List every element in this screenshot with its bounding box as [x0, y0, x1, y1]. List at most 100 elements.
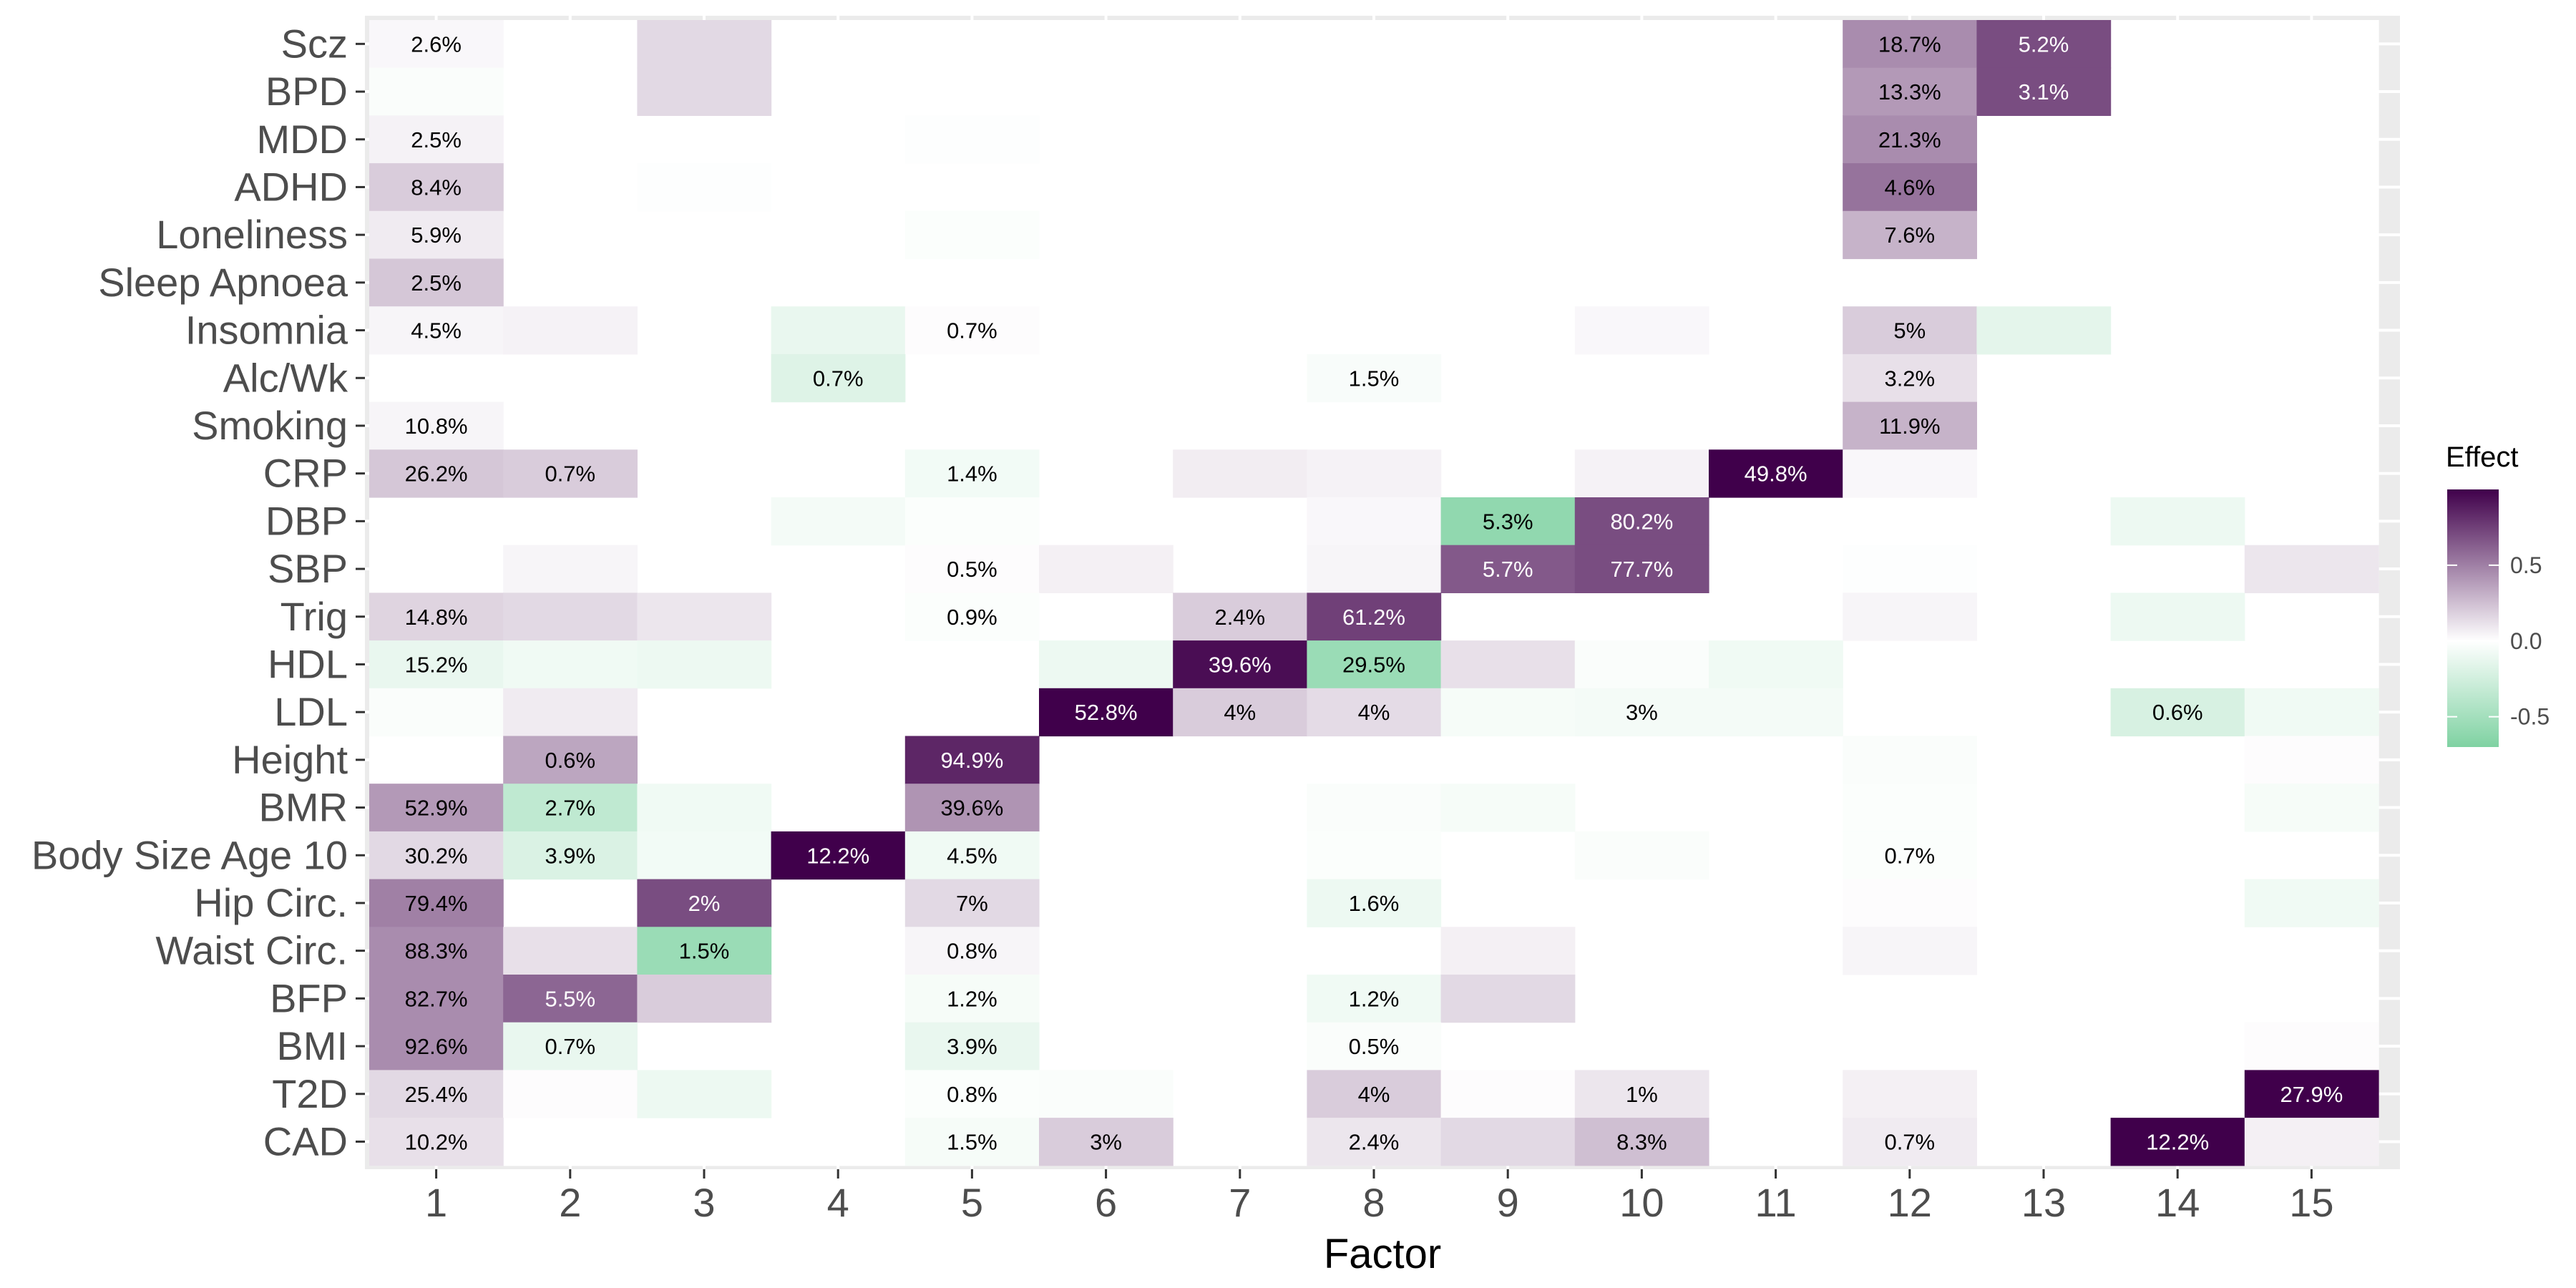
y-tick-label: BMI: [276, 1023, 348, 1068]
cell-value-label: 0.7%: [1884, 1129, 1935, 1154]
cell-value-label: 0.8%: [947, 1082, 997, 1107]
heatmap-empty-cell: [1976, 545, 2112, 593]
cell-value-label: 7%: [956, 891, 988, 916]
x-tick-label: 10: [1619, 1180, 1664, 1225]
heatmap-empty-cell: [637, 306, 772, 355]
heatmap-cell: [1440, 545, 1576, 593]
heatmap-empty-cell: [2110, 210, 2245, 260]
heatmap-empty-cell: [1307, 927, 1442, 975]
heatmap-empty-cell: [904, 258, 1040, 307]
y-tick-label: Hip Circ.: [194, 880, 348, 925]
x-tick-label: 4: [827, 1180, 849, 1225]
cell-value-label: 1.2%: [947, 986, 997, 1011]
heatmap-empty-cell: [1039, 879, 1174, 927]
heatmap-cell: [1307, 592, 1442, 641]
heatmap-empty-cell: [1039, 497, 1174, 546]
x-tick-label: 3: [693, 1180, 715, 1225]
heatmap-cell: [2110, 497, 2245, 546]
y-tick-label: Height: [232, 737, 348, 782]
heatmap-empty-cell: [904, 688, 1040, 737]
heatmap-cell: [1843, 401, 1977, 450]
cell-value-label: 2%: [688, 891, 721, 916]
heatmap-empty-cell: [1976, 784, 2112, 832]
heatmap-empty-cell: [904, 640, 1040, 689]
heatmap-empty-cell: [1709, 163, 1843, 212]
heatmap-cell: [1574, 449, 1709, 498]
heatmap-cell: [369, 67, 504, 116]
heatmap-empty-cell: [1307, 210, 1442, 260]
heatmap-empty-cell: [1440, 67, 1576, 116]
heatmap-cell: [1843, 1070, 1977, 1118]
heatmap-empty-cell: [2110, 1070, 2245, 1118]
heatmap-empty-cell: [2110, 20, 2245, 69]
y-tick-label: HDL: [268, 641, 348, 686]
heatmap-cell: [1843, 879, 1977, 927]
cell-value-label: 3.1%: [2019, 79, 2069, 104]
heatmap-empty-cell: [771, 640, 906, 689]
heatmap-empty-cell: [1709, 20, 1843, 69]
heatmap-empty-cell: [1173, 210, 1307, 260]
heatmap-empty-cell: [1440, 353, 1576, 403]
heatmap-cell: [1307, 1070, 1442, 1118]
heatmap-cell: [503, 1070, 638, 1118]
heatmap-empty-cell: [1440, 210, 1576, 260]
heatmap-empty-cell: [1039, 163, 1174, 212]
heatmap-cell: [2244, 784, 2379, 832]
cell-value-label: 18.7%: [1878, 31, 1941, 57]
heatmap-empty-cell: [2110, 545, 2245, 593]
x-axis-title: Factor: [1324, 1231, 1441, 1277]
heatmap-cell: [1574, 497, 1709, 546]
heatmap-empty-cell: [503, 20, 638, 69]
heatmap-empty-cell: [1440, 306, 1576, 355]
heatmap-cell: [369, 20, 504, 69]
cell-value-label: 4.5%: [411, 318, 462, 343]
cell-value-label: 30.2%: [405, 843, 468, 868]
heatmap-cell: [1440, 1118, 1576, 1166]
cell-value-label: 8.4%: [411, 175, 462, 200]
cell-value-label: 4.5%: [947, 843, 997, 868]
heatmap-cell: [904, 1022, 1040, 1070]
cell-value-label: 1.5%: [947, 1129, 997, 1154]
heatmap-cell: [503, 640, 638, 689]
heatmap-empty-cell: [1307, 258, 1442, 307]
heatmap-empty-cell: [1976, 401, 2112, 450]
heatmap-empty-cell: [1173, 497, 1307, 546]
heatmap-empty-cell: [1976, 353, 2112, 403]
heatmap-empty-cell: [2110, 67, 2245, 116]
heatmap-empty-cell: [1976, 1022, 2112, 1070]
heatmap-cell: [1173, 688, 1307, 737]
heatmap-empty-cell: [1307, 115, 1442, 164]
heatmap-empty-cell: [369, 736, 504, 784]
heatmap-cells: [369, 20, 2379, 1166]
heatmap-empty-cell: [1173, 1070, 1307, 1118]
heatmap-empty-cell: [1709, 353, 1843, 403]
heatmap-empty-cell: [1039, 306, 1174, 355]
heatmap-cell: [904, 784, 1040, 832]
heatmap-empty-cell: [2244, 353, 2379, 403]
heatmap-empty-cell: [771, 115, 906, 164]
heatmap-cell: [904, 975, 1040, 1023]
heatmap-empty-cell: [637, 353, 772, 403]
y-tick-label: MDD: [256, 117, 348, 162]
cell-value-label: 0.5%: [947, 557, 997, 582]
heatmap-cell: [369, 688, 504, 737]
heatmap-empty-cell: [771, 879, 906, 927]
heatmap-empty-cell: [2244, 20, 2379, 69]
cell-value-label: 2.4%: [1349, 1129, 1400, 1154]
heatmap-cell: [1843, 67, 1977, 116]
cell-value-label: 3%: [1090, 1129, 1122, 1154]
heatmap-cell: [1574, 640, 1709, 689]
heatmap-cell: [904, 306, 1040, 355]
y-tick-label: DBP: [265, 498, 348, 543]
cell-value-label: 4%: [1358, 700, 1390, 725]
heatmap-cell: [1843, 784, 1977, 832]
heatmap-cell: [1039, 1070, 1174, 1118]
heatmap-cell: [1574, 1070, 1709, 1118]
heatmap-cell: [904, 879, 1040, 927]
heatmap-empty-cell: [1709, 545, 1843, 593]
heatmap-cell: [1843, 115, 1977, 164]
y-tick-label: Alc/Wk: [223, 355, 348, 400]
heatmap-cell: [503, 449, 638, 498]
heatmap-empty-cell: [771, 163, 906, 212]
heatmap-empty-cell: [2244, 449, 2379, 498]
